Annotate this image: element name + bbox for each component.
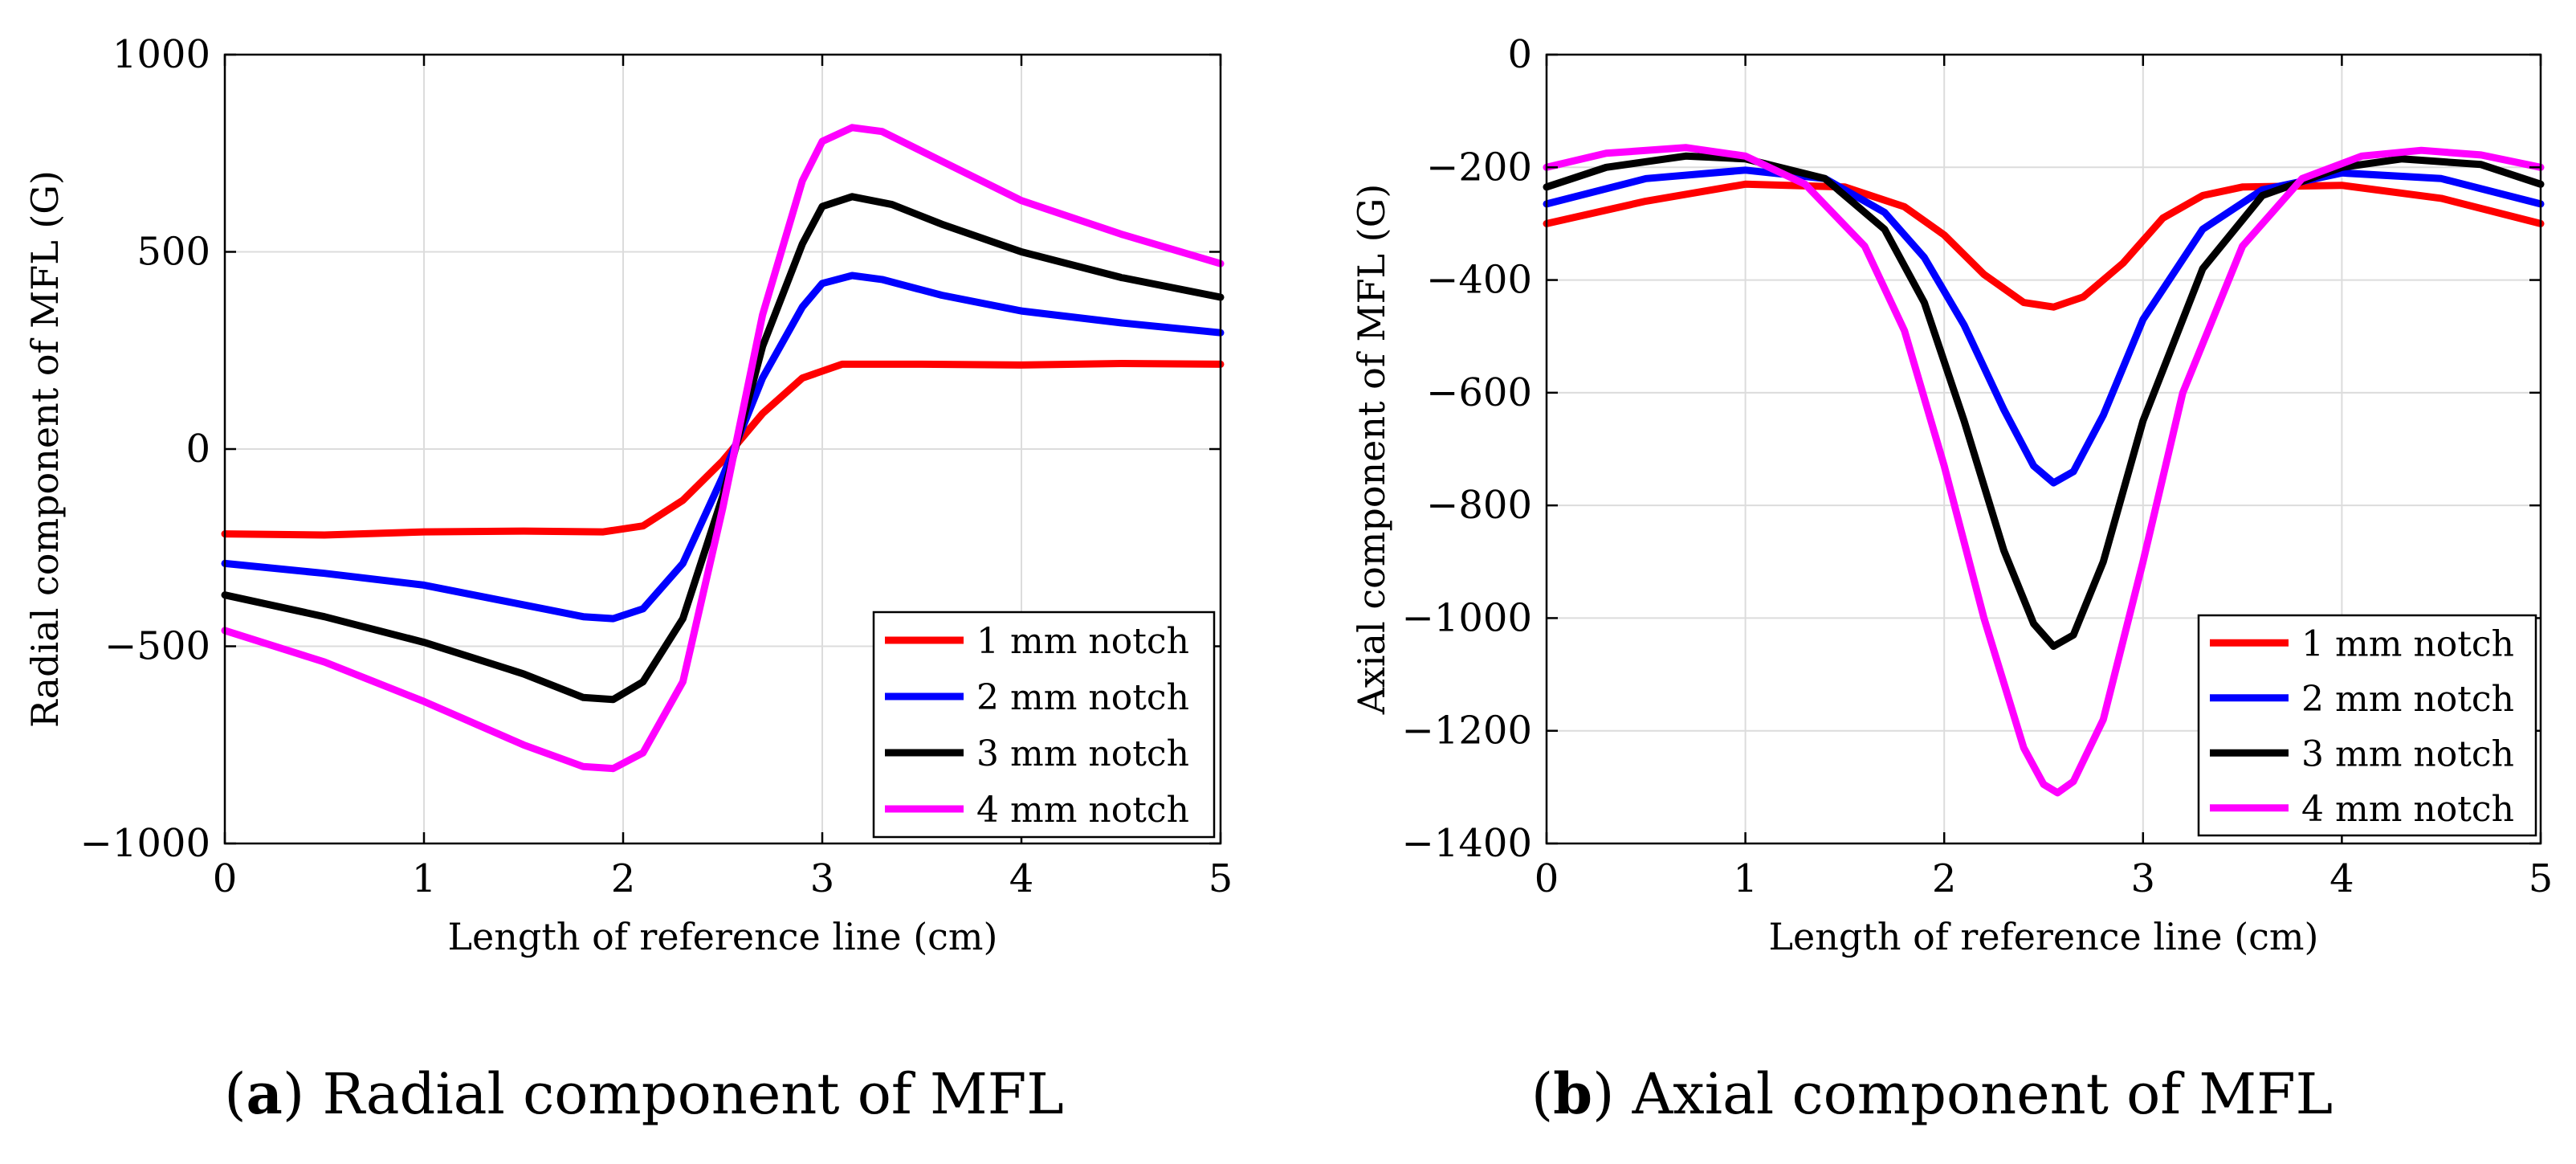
caption-label: a [246, 1060, 283, 1127]
y-tick-label: −500 [104, 624, 210, 669]
x-tick-label: 3 [810, 856, 835, 901]
series-line-2 [1543, 166, 2545, 487]
caption-text: Radial component of MFL [322, 1061, 1064, 1127]
x-tick-label: 0 [1535, 856, 1559, 901]
caption-text: Axial component of MFL [1632, 1061, 2333, 1127]
x-tick-label: 4 [2329, 856, 2354, 901]
y-tick-label: −1200 [1402, 709, 1532, 754]
legend-label-1: 1 mm notch [2301, 623, 2514, 664]
y-tick-label: 0 [1507, 32, 1532, 77]
series-line-4 [1543, 144, 2545, 797]
y-tick-label: −400 [1426, 258, 1532, 303]
panel-axial: 0 1 2 3 4 5 −1400 −1200 −1000 −800 −600 −400 −200 0 Le… [1288, 0, 2576, 1164]
caption-radial: (a) Radial component of MFL [224, 1060, 1064, 1127]
series-line-4 [221, 124, 1225, 773]
series-line-1 [1543, 180, 2545, 311]
y-tick-label: −200 [1426, 145, 1532, 190]
x-axis-label: Length of reference line (cm) [1769, 915, 2319, 958]
series-line-3 [1543, 152, 2545, 650]
x-tick-label: 1 [412, 856, 437, 901]
legend-label-2: 2 mm notch [976, 677, 1189, 718]
legend: 1 mm notch 2 mm notch 3 mm notch 4 mm notch [2197, 614, 2537, 837]
legend-label-3: 3 mm notch [976, 733, 1189, 774]
series-line-2 [221, 272, 1225, 623]
y-tick-label: 1000 [112, 32, 210, 77]
y-tick-label: −1400 [1402, 821, 1532, 866]
legend-label-3: 3 mm notch [2301, 733, 2514, 774]
x-tick-label: 2 [1932, 856, 1957, 901]
x-tick-label: 5 [1209, 856, 1233, 901]
x-tick-label: 3 [2131, 856, 2156, 901]
y-tick-label: 500 [137, 230, 210, 275]
legend-label-1: 1 mm notch [976, 621, 1189, 662]
panel-radial: 0 1 2 3 4 5 −1000 −500 0 500 1000 Length of referen… [23, 32, 1233, 1127]
legend-label-4: 4 mm notch [2301, 789, 2514, 830]
caption-axial: (b) Axial component of MFL [1531, 1060, 2333, 1127]
radial-chart: 0 1 2 3 4 5 −1000 −500 0 500 1000 Length of referen… [23, 32, 1233, 958]
plot-frame [1545, 53, 2542, 845]
legend-frame [872, 611, 1216, 839]
y-tick-label: −600 [1426, 370, 1532, 415]
x-tick-label: 0 [213, 856, 238, 901]
caption-label: b [1553, 1060, 1593, 1127]
x-tick-label: 2 [611, 856, 636, 901]
legend-frame [2197, 614, 2537, 837]
legend-label-2: 2 mm notch [2301, 679, 2514, 720]
y-tick-label: −1000 [1402, 595, 1532, 640]
y-axis-label: Axial component of MFL (G) [1350, 184, 1393, 716]
legend: 1 mm notch 2 mm notch 3 mm notch 4 mm notch [872, 611, 1216, 839]
x-tick-label: 4 [1009, 856, 1034, 901]
y-tick-label: −800 [1426, 483, 1532, 528]
legend-label-4: 4 mm notch [976, 790, 1189, 831]
x-axis-label: Length of reference line (cm) [448, 915, 998, 958]
y-axis-label: Radial component of MFL (G) [23, 170, 67, 728]
axial-chart: 0 1 2 3 4 5 −1400 −1200 −1000 −800 −600 −400 −200 0 Le… [1350, 32, 2554, 958]
series-line-1 [221, 360, 1225, 539]
x-tick-label: 5 [2529, 856, 2554, 901]
x-tick-label: 1 [1733, 856, 1758, 901]
y-tick-label: −1000 [80, 821, 210, 866]
y-tick-label: 0 [185, 427, 210, 472]
